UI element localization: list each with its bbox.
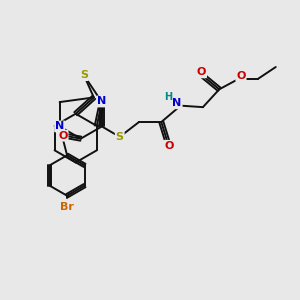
Text: O: O bbox=[236, 71, 246, 81]
Text: O: O bbox=[58, 131, 68, 141]
Text: N: N bbox=[172, 98, 182, 108]
Text: O: O bbox=[197, 68, 206, 77]
Text: H: H bbox=[164, 92, 172, 102]
Text: S: S bbox=[116, 132, 124, 142]
Text: S: S bbox=[80, 70, 88, 80]
Text: N: N bbox=[55, 122, 64, 131]
Text: N: N bbox=[97, 97, 106, 106]
Text: O: O bbox=[164, 141, 173, 151]
Text: Br: Br bbox=[60, 202, 74, 212]
